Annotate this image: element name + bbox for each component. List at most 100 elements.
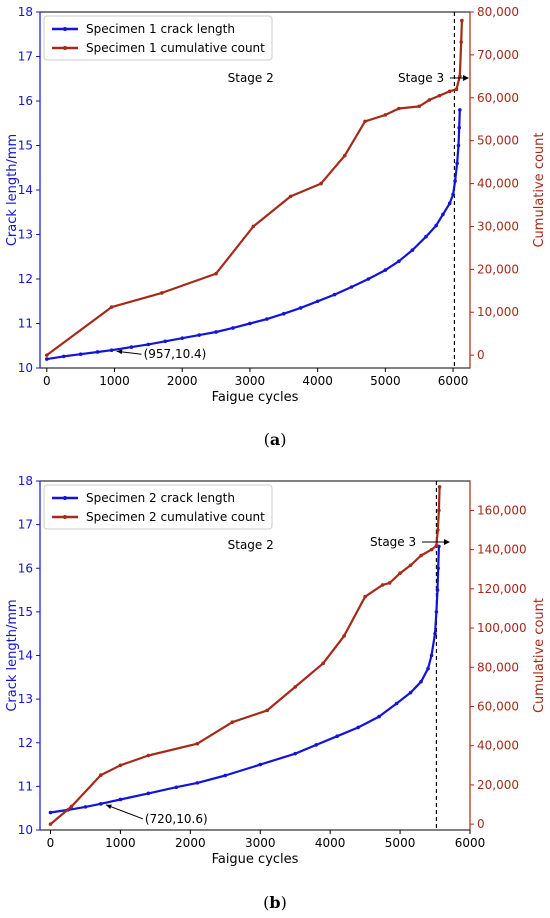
cumulative-count-point [44, 353, 49, 357]
legend-entry: Specimen 1 cumulative count [86, 41, 265, 55]
plot-frame [39, 480, 471, 831]
cumulative-count-point [48, 822, 53, 826]
x-tick-label: 0 [47, 836, 55, 850]
cumulative-count-point [460, 18, 464, 23]
cumulative-count-line [49, 486, 441, 825]
crack-length-point [335, 734, 339, 739]
y2-tick-label: 20,000 [477, 778, 519, 792]
cumulative-count-point [99, 773, 103, 777]
cumulative-count-point [195, 741, 200, 746]
legend-box [43, 15, 273, 61]
y2-axis-label: Cumulative count [532, 132, 547, 247]
crack-length-point [453, 179, 457, 183]
x-tick-label: 4000 [302, 374, 333, 388]
y2-tick-label: 0 [477, 817, 485, 831]
x-tick-label: 1000 [99, 374, 130, 388]
cumulative-count-point [429, 547, 434, 552]
cumulative-count-point [387, 581, 392, 585]
x-tick-label: 1000 [105, 836, 136, 850]
crack-length-point [377, 714, 381, 719]
cumulative-count-point [251, 224, 256, 229]
crack-length-point [163, 339, 168, 344]
crack-length-point [394, 701, 399, 706]
crack-length-point [349, 285, 354, 289]
plot-frame [39, 11, 471, 369]
y2-tick-label: 40,000 [477, 177, 519, 191]
cumulative-count-point [160, 291, 164, 295]
legend-marker [63, 515, 67, 519]
y2-tick-label: 80,000 [477, 5, 519, 19]
point-annotation-label: (957,10.4) [144, 347, 207, 361]
crack-length-point [118, 797, 123, 802]
y-tick-label: 14 [18, 183, 33, 197]
crack-length-line [46, 109, 461, 361]
crack-length-point [174, 785, 179, 790]
crack-length-point [436, 566, 440, 571]
y2-tick-label: 60,000 [477, 91, 519, 105]
cumulative-count-point [447, 89, 452, 94]
x-tick-label: 4000 [315, 836, 346, 850]
crack-length-point [78, 352, 83, 357]
stage-2-label: Stage 2 [228, 538, 274, 552]
y-tick-label: 18 [18, 5, 33, 19]
x-tick-label: 3000 [235, 374, 266, 388]
point-annotation-label: (720,10.6) [145, 812, 208, 826]
crack-length-point [332, 292, 337, 297]
y2-tick-label: 70,000 [477, 48, 519, 62]
crack-length-point [447, 201, 452, 206]
cumulative-count-point [419, 553, 423, 558]
y-tick-label: 15 [18, 605, 33, 619]
legend-entry: Specimen 1 crack length [86, 22, 235, 36]
y-tick-label: 13 [18, 692, 33, 706]
y-tick-label: 18 [18, 474, 33, 488]
y-tick-label: 16 [18, 94, 33, 108]
crack-length-point [109, 348, 114, 353]
cumulative-count-point [109, 305, 114, 309]
crack-length-point [397, 259, 401, 264]
crack-length-point [383, 268, 388, 272]
cumulative-count-point [458, 74, 462, 79]
crack-length-point [456, 143, 461, 148]
crack-length-point [248, 321, 252, 326]
cumulative-count-point [288, 194, 293, 199]
crack-length-point [83, 805, 88, 809]
crack-length-point [424, 234, 428, 239]
cumulative-count-point [293, 685, 298, 689]
crack-length-point [214, 330, 218, 334]
crack-length-point [434, 610, 439, 614]
point-annotation-arrow [105, 804, 144, 820]
y-tick-label: 12 [18, 272, 33, 286]
crack-length-point [434, 223, 438, 228]
legend-box [43, 484, 273, 530]
cumulative-count-point [363, 119, 367, 124]
crack-length-point [455, 161, 459, 166]
y-tick-label: 11 [18, 317, 33, 331]
y2-tick-label: 40,000 [477, 739, 519, 753]
cumulative-count-point [118, 763, 123, 768]
crack-length-point [435, 588, 440, 592]
x-tick-label: 0 [43, 374, 51, 388]
crack-length-point [366, 277, 371, 281]
crack-length-point [99, 802, 103, 806]
crack-length-point [429, 653, 434, 658]
y2-axis-label: Cumulative count [532, 598, 547, 713]
cumulative-count-point [398, 571, 402, 575]
y-tick-label: 10 [18, 823, 33, 837]
crack-length-point [458, 108, 462, 112]
cumulative-count-point [427, 98, 432, 102]
x-axis-label: Faigue cycles [212, 852, 299, 867]
crack-length-point [410, 248, 415, 252]
crack-length-point [95, 350, 100, 354]
y-tick-label: 17 [18, 518, 33, 532]
cumulative-count-point [319, 181, 323, 186]
x-tick-label: 3000 [245, 836, 276, 850]
crack-length-point [61, 354, 66, 359]
legend-marker [63, 46, 67, 50]
y-tick-label: 17 [18, 50, 33, 64]
y2-tick-label: 20,000 [477, 262, 519, 276]
y2-tick-label: 140,000 [477, 543, 527, 557]
point-annotation-arrowhead [116, 349, 123, 355]
y2-tick-label: 120,000 [477, 582, 527, 596]
crack-length-point [315, 299, 320, 304]
